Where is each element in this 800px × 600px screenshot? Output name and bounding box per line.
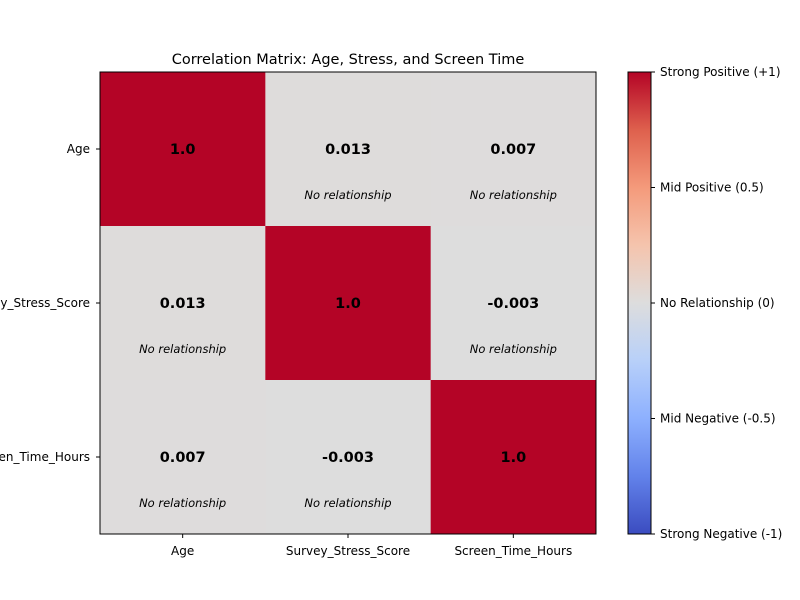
cell-value-label: 1.0	[170, 142, 196, 158]
y-tick-label: Screen_Time_Hours	[0, 450, 90, 464]
colorbar-tick-label: Strong Negative (-1)	[660, 527, 782, 541]
y-axis: Age Survey_Stress_Score Screen_Time_Hours	[0, 142, 100, 464]
heatmap-cell	[100, 72, 266, 227]
cell-value-label: 0.013	[160, 296, 206, 312]
y-tick-label: Survey_Stress_Score	[0, 296, 90, 310]
heatmap-cell	[265, 72, 432, 227]
x-axis: Age Survey_Stress_Score Screen_Time_Hours	[171, 534, 572, 558]
heatmap-cell	[265, 226, 432, 381]
cell-value-label: 1.0	[500, 450, 526, 466]
x-tick-label: Age	[171, 544, 194, 558]
colorbar	[627, 71, 652, 535]
heatmap-cell	[430, 226, 597, 381]
cell-annotation: No relationship	[304, 188, 391, 202]
cell-value-label: -0.003	[322, 450, 374, 466]
cell-value-label: 0.013	[325, 142, 371, 158]
colorbar-tick-label: No Relationship (0)	[660, 296, 775, 310]
cell-annotation: No relationship	[139, 496, 226, 510]
cell-annotation: No relationship	[470, 188, 557, 202]
colorbar-axis: Strong Positive (+1) Mid Positive (0.5) No…	[651, 65, 782, 541]
y-tick-label: Age	[67, 142, 90, 156]
cell-value-label: 1.0	[335, 296, 361, 312]
heatmap-cell-labels: 1.0 0.013 No relationship 0.007 No relations…	[139, 142, 557, 510]
x-tick-label: Screen_Time_Hours	[454, 544, 572, 558]
cell-annotation: No relationship	[470, 342, 557, 356]
heatmap-cells	[100, 72, 597, 535]
colorbar-tick-label: Mid Negative (-0.5)	[660, 412, 776, 426]
colorbar-tick-label: Mid Positive (0.5)	[660, 181, 764, 195]
heatmap-cell	[100, 380, 266, 535]
colorbar-tick-label: Strong Positive (+1)	[660, 65, 781, 79]
cell-annotation: No relationship	[304, 496, 391, 510]
heatmap-cell	[100, 226, 266, 381]
chart-title: Correlation Matrix: Age, Stress, and Scr…	[172, 52, 525, 68]
cell-value-label: 0.007	[160, 450, 206, 466]
cell-value-label: -0.003	[487, 296, 539, 312]
heatmap-cell	[430, 72, 597, 227]
cell-annotation: No relationship	[139, 342, 226, 356]
heatmap-cell	[265, 380, 432, 535]
cell-value-label: 0.007	[490, 142, 536, 158]
x-tick-label: Survey_Stress_Score	[286, 544, 410, 558]
heatmap-cell	[430, 380, 597, 535]
